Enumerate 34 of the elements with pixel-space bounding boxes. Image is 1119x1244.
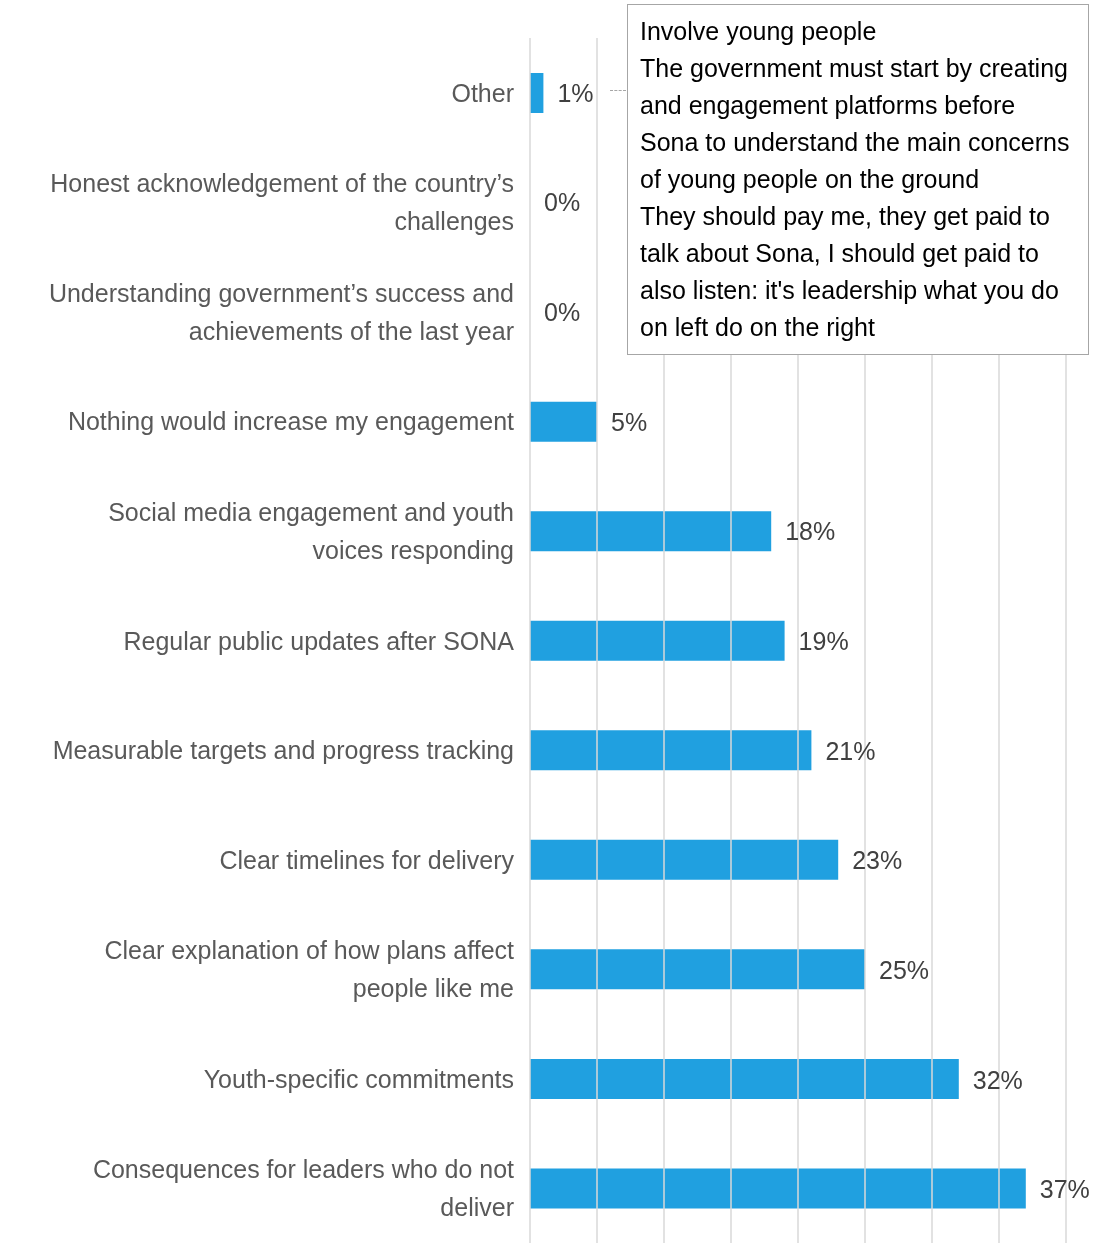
- data-label: 0%: [544, 187, 581, 218]
- y-tick-label: Consequences for leaders who do not deliver: [92, 1155, 515, 1222]
- data-label: 5%: [611, 406, 648, 437]
- y-tick-label: Regular public updates after SONA: [123, 626, 515, 655]
- bar: [530, 620, 785, 661]
- y-tick-label: Nothing would increase my engagement: [67, 407, 515, 436]
- y-tick-label: Clear explanation of how plans affect people like me: [104, 936, 515, 1003]
- data-label: 19%: [798, 626, 849, 656]
- data-label: 32%: [972, 1064, 1023, 1095]
- data-label: 18%: [785, 516, 836, 547]
- y-tick-label: Other: [451, 78, 514, 107]
- y-tick-label: Social media engagement and youth voices responding: [108, 497, 514, 564]
- y-tick-label: Youth-specific commitments: [203, 1064, 514, 1093]
- bar: [530, 1058, 959, 1099]
- data-label: 21%: [825, 735, 876, 766]
- y-tick-label: Honest acknowledgement of the country’s challenges: [50, 169, 514, 236]
- annotation: They should pay me, they get paid to talk about Sona, I should get paid to also listen: it's leadership what you do on left do on the right: [640, 201, 1060, 343]
- data-label: 37%: [1039, 1174, 1090, 1205]
- data-label: 0%: [544, 297, 581, 328]
- bar: [530, 949, 865, 990]
- bar: [530, 73, 544, 113]
- bar: [530, 1168, 1026, 1209]
- annotation: The government must start by creating and engagement platforms before Sona to understand the main concerns of young people on the ground: [640, 53, 1071, 195]
- data-label: 23%: [852, 845, 903, 876]
- bar: [530, 839, 839, 880]
- y-tick-label: Measurable targets and progress tracking: [52, 736, 514, 765]
- bar: [530, 730, 812, 771]
- data-label: 1%: [557, 77, 594, 108]
- annotation: Involve young people: [640, 16, 878, 47]
- y-tick-label: Clear timelines for delivery: [219, 845, 515, 874]
- bar: [530, 401, 597, 442]
- data-label: 25%: [879, 954, 930, 985]
- y-tick-label: Understanding government’s success and achievements of the last year: [48, 278, 514, 345]
- bar: [530, 511, 772, 552]
